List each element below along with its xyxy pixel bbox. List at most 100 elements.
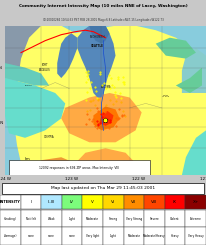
Text: 122 W: 122 W — [132, 177, 146, 181]
Text: Very Strong: Very Strong — [126, 217, 142, 221]
Bar — [124, 210, 144, 227]
Bar — [185, 227, 206, 245]
Bar — [41, 210, 62, 227]
Bar — [82, 195, 103, 209]
Bar — [62, 227, 82, 245]
Text: Very Heavy: Very Heavy — [188, 234, 204, 238]
Text: II-III: II-III — [48, 200, 55, 204]
Bar — [124, 195, 144, 209]
Polygon shape — [5, 26, 206, 175]
Bar — [41, 195, 62, 209]
Text: Not felt: Not felt — [26, 217, 36, 221]
Text: SNOHOMISH: SNOHOMISH — [90, 35, 105, 39]
Text: PORT
ANGELES: PORT ANGELES — [39, 63, 51, 72]
Bar — [144, 227, 165, 245]
Polygon shape — [5, 78, 65, 138]
Text: 12092 responses in 694 ZIP areas, Max Intensity: VIII: 12092 responses in 694 ZIP areas, Max In… — [39, 166, 119, 170]
Text: TACOMA: TACOMA — [100, 86, 111, 89]
Text: 0: 0 — [12, 168, 14, 172]
Polygon shape — [75, 148, 136, 175]
Text: 47 N: 47 N — [0, 121, 3, 125]
Bar — [82, 210, 103, 227]
Text: Community Internet Intensity Map (10 miles NNE of Lacey, Washington): Community Internet Intensity Map (10 mil… — [19, 4, 187, 8]
Bar — [185, 195, 206, 209]
Bar — [144, 210, 165, 227]
Text: (shaking): (shaking) — [4, 217, 17, 221]
Bar — [0, 227, 21, 245]
Polygon shape — [57, 33, 77, 78]
Text: 48°N: 48°N — [0, 66, 3, 70]
Polygon shape — [182, 130, 206, 175]
Text: Moderate: Moderate — [127, 234, 140, 238]
Polygon shape — [61, 93, 142, 142]
Text: SEATTLE: SEATTLE — [91, 44, 104, 48]
Text: INTENSITY: INTENSITY — [0, 200, 21, 204]
Text: Map last updated on Thu Mar 29 11:45:03 2001: Map last updated on Thu Mar 29 11:45:03 … — [51, 186, 155, 190]
Bar — [0, 210, 21, 227]
Text: Violent: Violent — [170, 217, 180, 221]
Bar — [82, 227, 103, 245]
Polygon shape — [41, 157, 75, 175]
Text: Severe: Severe — [150, 217, 159, 221]
Bar — [62, 195, 82, 209]
Text: V: V — [91, 200, 94, 204]
Text: none: none — [69, 234, 76, 238]
Bar — [103, 195, 124, 209]
Text: 121 W: 121 W — [199, 177, 206, 181]
Text: 70: 70 — [25, 168, 29, 172]
Bar — [41, 227, 62, 245]
Text: 123 W: 123 W — [65, 177, 78, 181]
Bar — [165, 210, 185, 227]
Text: Strong: Strong — [109, 217, 118, 221]
Text: Heavy: Heavy — [171, 234, 179, 238]
Text: (damage): (damage) — [4, 234, 17, 238]
Text: Moderate: Moderate — [86, 217, 99, 221]
Bar — [103, 210, 124, 227]
Text: VI: VI — [111, 200, 115, 204]
Text: ELWHA: ELWHA — [25, 84, 33, 86]
Text: STAN
IC PAS: STAN IC PAS — [162, 95, 169, 98]
FancyBboxPatch shape — [2, 183, 204, 194]
Text: X+: X+ — [193, 200, 199, 204]
Polygon shape — [176, 68, 202, 93]
Bar — [144, 195, 165, 209]
Text: Extreme: Extreme — [190, 217, 202, 221]
Text: VIII: VIII — [151, 200, 158, 204]
Bar — [165, 227, 185, 245]
Text: 140(km): 140(km) — [36, 168, 47, 172]
Text: km: km — [24, 157, 30, 161]
Polygon shape — [93, 106, 119, 130]
Text: IV: IV — [70, 200, 74, 204]
Text: Light: Light — [69, 217, 76, 221]
Text: none: none — [48, 234, 55, 238]
Bar — [103, 227, 124, 245]
Bar — [21, 195, 41, 209]
Bar — [0, 195, 21, 209]
Polygon shape — [99, 111, 114, 126]
Bar — [62, 210, 82, 227]
Text: 124 W: 124 W — [0, 177, 12, 181]
Text: I: I — [30, 200, 32, 204]
Text: Light: Light — [110, 234, 117, 238]
Text: none: none — [27, 234, 34, 238]
Bar — [165, 195, 185, 209]
Polygon shape — [89, 26, 110, 44]
Bar — [21, 227, 41, 245]
Bar — [21, 210, 41, 227]
Polygon shape — [5, 26, 57, 68]
Polygon shape — [5, 63, 49, 86]
Polygon shape — [156, 38, 196, 59]
Text: Weak: Weak — [48, 217, 55, 221]
Polygon shape — [13, 26, 206, 175]
FancyBboxPatch shape — [9, 160, 150, 175]
Text: Moderate/Heavy: Moderate/Heavy — [143, 234, 166, 238]
Bar — [124, 227, 144, 245]
Bar — [185, 210, 206, 227]
Polygon shape — [182, 48, 206, 93]
Text: ID:20010284 10:54:33 PST FEB 28 2001 Mag=6.8 Latitude=N47.15 Longitude=W122.73: ID:20010284 10:54:33 PST FEB 28 2001 Mag… — [43, 18, 163, 22]
Text: IX: IX — [173, 200, 177, 204]
Text: Very light: Very light — [86, 234, 99, 238]
Text: OLYMPIA: OLYMPIA — [44, 135, 55, 139]
Polygon shape — [77, 26, 116, 98]
Text: VII: VII — [131, 200, 136, 204]
